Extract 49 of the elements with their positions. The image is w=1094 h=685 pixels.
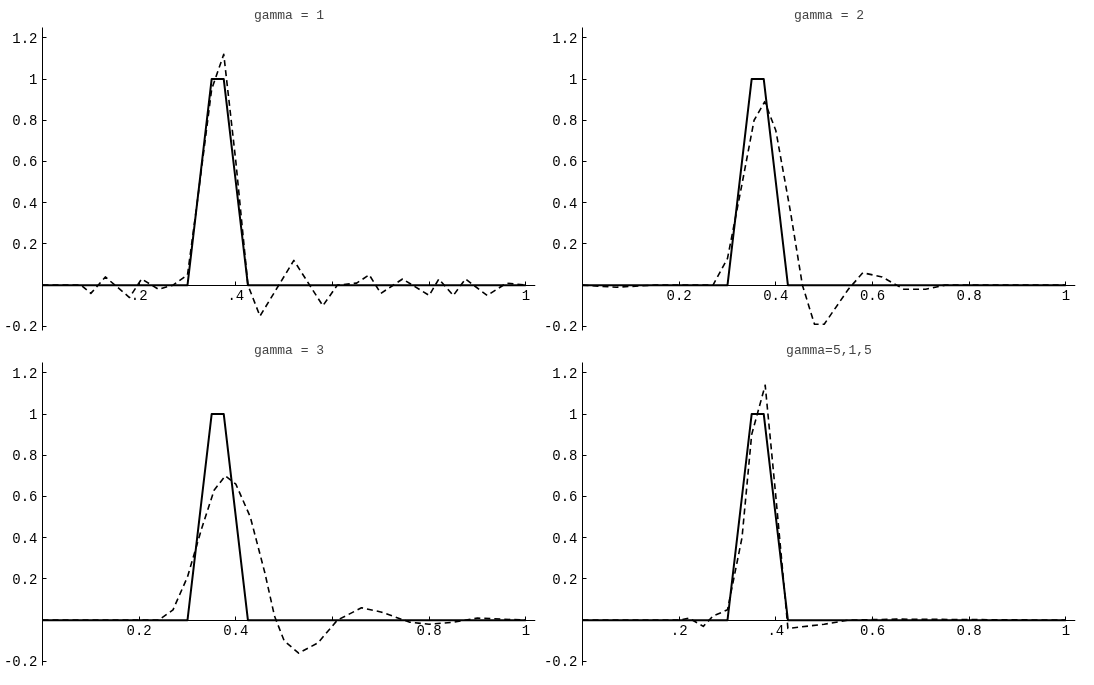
x-tick-label: 1 xyxy=(521,623,531,640)
y-tick-label: 0.2 xyxy=(552,571,578,588)
y-tick-label: 0.2 xyxy=(12,571,38,588)
y-tick-label: 1.2 xyxy=(12,30,38,47)
x-tick-label: 0.8 xyxy=(956,623,982,640)
chart-title: gamma = 2 xyxy=(793,7,865,23)
x-tick-label: 0.6 xyxy=(859,623,886,640)
x-tick-label: 0.8 xyxy=(416,623,442,640)
x-tick-label: 0.4 xyxy=(763,288,789,305)
x-tick-label: 1 xyxy=(1061,623,1071,640)
y-tick-label: 1.2 xyxy=(12,365,38,382)
y-tick-label: 1 xyxy=(569,72,578,89)
y-tick-label: 0.8 xyxy=(12,113,38,130)
x-tick-label: .4 xyxy=(227,288,245,305)
y-tick-label: 1.2 xyxy=(552,365,578,382)
x-tick-label: 0.4 xyxy=(223,623,249,640)
x-tick-label: 0.6 xyxy=(859,288,886,305)
y-tick-label: 0.4 xyxy=(12,530,38,547)
y-tick-label: 0.2 xyxy=(552,236,578,253)
y-tick-label: 0.2 xyxy=(12,236,38,253)
y-tick-label: 1 xyxy=(29,72,38,89)
y-tick-label: 0.8 xyxy=(552,113,578,130)
y-tick-label: 1.2 xyxy=(552,30,578,47)
y-tick-label: -0.2 xyxy=(543,319,578,336)
chart-title: gamma = 1 xyxy=(253,7,325,23)
x-tick-label: 1 xyxy=(521,288,531,305)
y-tick-label: 1 xyxy=(29,407,38,424)
chart-title: gamma=5,1,5 xyxy=(786,342,872,358)
y-tick-label: 0.4 xyxy=(552,195,578,212)
y-tick-label: -0.2 xyxy=(3,319,38,336)
y-tick-label: 0.6 xyxy=(552,489,578,506)
y-tick-label: -0.2 xyxy=(543,654,578,671)
x-tick-label: 0.2 xyxy=(126,623,152,640)
y-tick-label: 0.8 xyxy=(552,448,578,465)
x-tick-label: 0.8 xyxy=(956,288,982,305)
y-tick-label: 0.4 xyxy=(12,195,38,212)
y-tick-label: 0.6 xyxy=(12,489,38,506)
y-tick-label: -0.2 xyxy=(3,654,38,671)
x-tick-label: .4 xyxy=(767,623,785,640)
x-tick-label: 0.2 xyxy=(666,288,692,305)
y-tick-label: 0.4 xyxy=(552,530,578,547)
y-tick-label: 1 xyxy=(569,407,578,424)
y-tick-label: 0.6 xyxy=(12,154,38,171)
chart-title: gamma = 3 xyxy=(253,342,325,358)
x-tick-label: .2 xyxy=(670,623,688,640)
y-tick-label: 0.6 xyxy=(552,154,578,171)
x-tick-label: .2 xyxy=(130,288,148,305)
x-tick-label: 1 xyxy=(1061,288,1071,305)
y-tick-label: 0.8 xyxy=(12,448,38,465)
